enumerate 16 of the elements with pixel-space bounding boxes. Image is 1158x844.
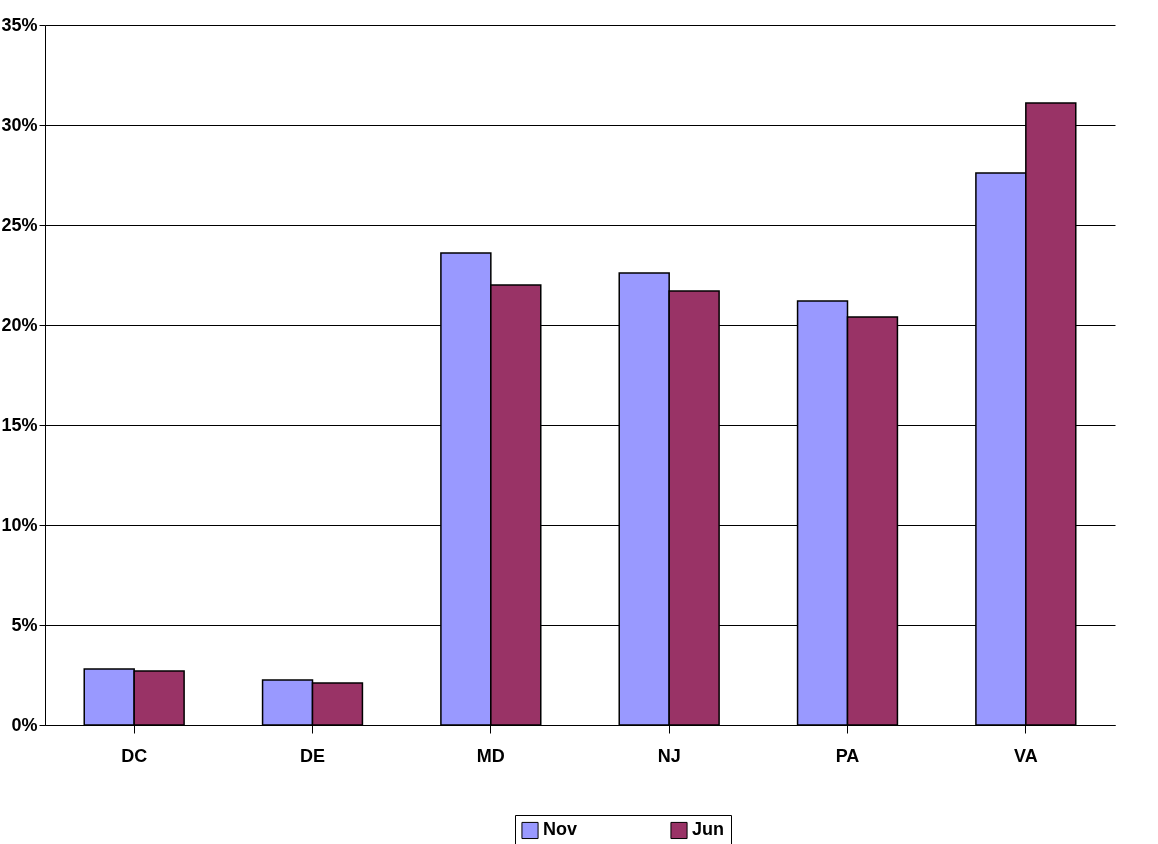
y-tick-label: 5% bbox=[11, 614, 38, 635]
y-tick-label: 35% bbox=[1, 14, 38, 35]
x-tick-label: PA bbox=[835, 745, 860, 766]
y-tick-label: 0% bbox=[11, 714, 38, 735]
x-tick-label: NJ bbox=[657, 745, 681, 766]
y-tick-label: 20% bbox=[1, 314, 38, 335]
x-tick-label: DC bbox=[121, 745, 148, 766]
x-tick-label: VA bbox=[1014, 745, 1038, 766]
y-tick-label: 10% bbox=[1, 514, 38, 535]
x-tick-label: MD bbox=[476, 745, 505, 766]
legend-label: Jun bbox=[692, 819, 725, 840]
y-tick-label: 25% bbox=[1, 214, 38, 235]
x-tick-label: DE bbox=[299, 745, 326, 766]
y-tick-label: 15% bbox=[1, 414, 38, 435]
legend-label: Nov bbox=[543, 819, 578, 840]
y-tick-label: 30% bbox=[1, 114, 38, 135]
